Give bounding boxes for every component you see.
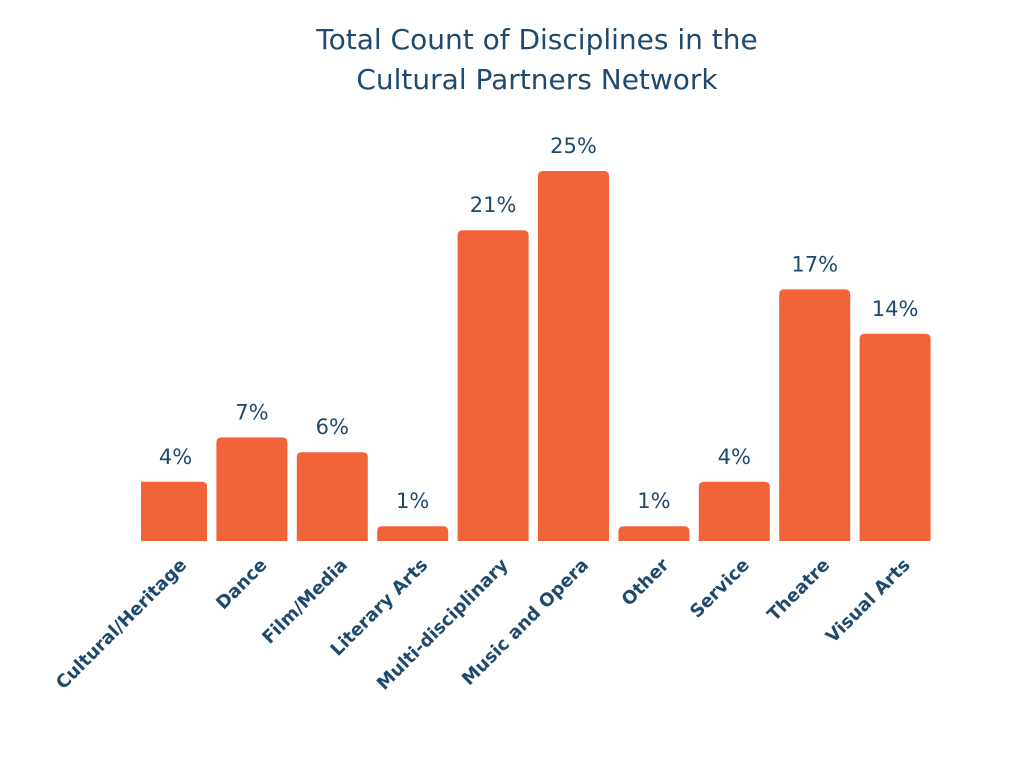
data-label: 6% (316, 415, 349, 439)
data-label: 1% (637, 489, 670, 513)
data-label: 25% (550, 134, 597, 158)
x-tick-label: Theatre (763, 555, 834, 626)
bar-cultural-heritage (141, 481, 207, 541)
data-label: 1% (396, 489, 429, 513)
bar-multi-disciplinary (457, 230, 529, 541)
data-label: 17% (791, 252, 838, 276)
x-tick-label: Visual Arts (822, 555, 915, 648)
x-tick-label: Multi-disciplinary (373, 554, 513, 694)
x-tick-label: Other (618, 555, 674, 611)
x-tick-label: Dance (212, 555, 271, 614)
bar-theatre (779, 289, 851, 541)
bar-service (698, 481, 770, 541)
data-label: 7% (235, 400, 268, 424)
bar-dance (216, 437, 288, 541)
data-label: 4% (718, 445, 751, 469)
x-tick-label: Service (686, 555, 754, 623)
bar-visual-arts (859, 333, 931, 541)
data-label: 14% (872, 297, 919, 321)
x-tick-label: Cultural/Heritage (52, 555, 191, 694)
chart-title: Total Count of Disciplines in the Cultur… (0, 20, 1024, 100)
chart-title-line-2: Cultural Partners Network (356, 63, 718, 96)
chart-title-line-1: Total Count of Disciplines in the (316, 23, 758, 56)
bar-film-media (296, 452, 368, 541)
bar-music-and-opera (538, 171, 609, 541)
bar-other (618, 526, 690, 541)
bar-literary-arts (377, 526, 449, 541)
data-label: 21% (470, 193, 517, 217)
data-label: 4% (159, 445, 192, 469)
